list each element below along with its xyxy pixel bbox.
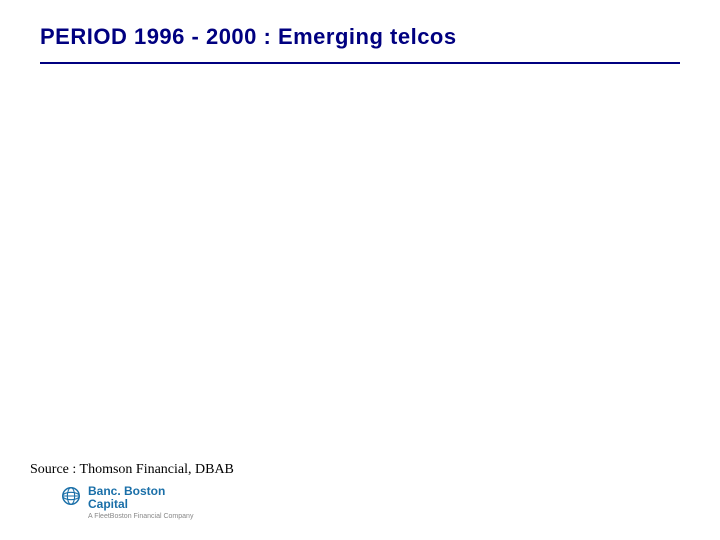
source-line: Source : Thomson Financial, DBAB: [30, 462, 234, 478]
logo-line2: Capital: [88, 498, 193, 510]
slide-title: PERIOD 1996 - 2000 : Emerging telcos: [40, 24, 680, 50]
footer-logo: Banc. Boston Capital A FleetBoston Finan…: [60, 485, 193, 520]
title-area: PERIOD 1996 - 2000 : Emerging telcos: [40, 24, 680, 72]
title-underline: [40, 62, 680, 64]
logo-line1: Banc. Boston: [88, 485, 193, 497]
logo-globe-icon: [60, 485, 82, 507]
logo-text-block: Banc. Boston Capital A FleetBoston Finan…: [88, 485, 193, 520]
logo-tagline: A FleetBoston Financial Company: [88, 513, 193, 520]
